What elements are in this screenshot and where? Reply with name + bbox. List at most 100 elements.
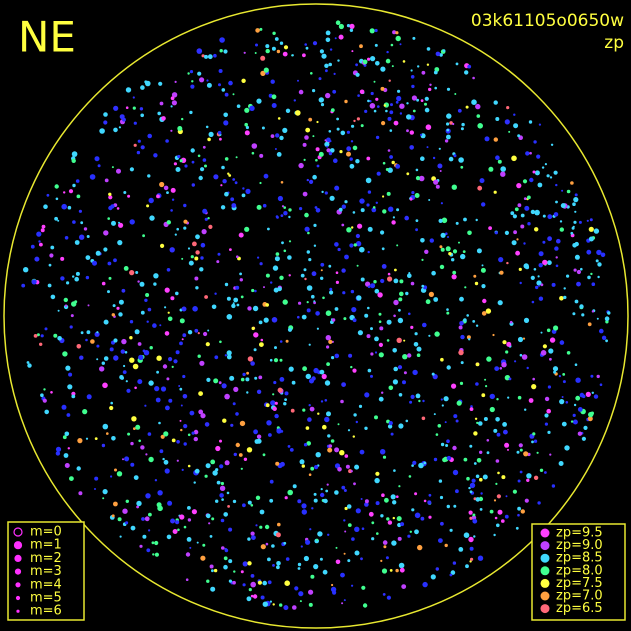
star [326, 148, 331, 153]
star [223, 556, 228, 561]
star [460, 253, 466, 260]
star [344, 254, 349, 260]
star [312, 89, 316, 93]
star [597, 275, 600, 279]
star [524, 205, 530, 211]
star [331, 318, 336, 322]
star [187, 518, 192, 522]
star [420, 156, 425, 161]
star [409, 400, 413, 404]
star [138, 354, 144, 361]
star [403, 371, 407, 375]
star [453, 414, 458, 419]
star [359, 44, 363, 49]
star [329, 195, 335, 201]
star [441, 404, 444, 407]
star [111, 220, 116, 226]
star [383, 545, 387, 549]
star [276, 216, 279, 219]
star [335, 546, 338, 549]
star [279, 358, 283, 362]
star [468, 338, 471, 341]
star [424, 249, 429, 254]
star [532, 432, 536, 436]
star [533, 439, 538, 443]
star [595, 259, 599, 263]
star [126, 388, 131, 393]
star [493, 100, 498, 105]
star [228, 559, 233, 564]
star [312, 174, 317, 180]
star [497, 471, 500, 475]
star [474, 281, 479, 286]
star [308, 473, 312, 477]
star [412, 36, 416, 40]
star [552, 366, 559, 372]
star [43, 204, 48, 209]
star [488, 166, 494, 172]
star [382, 209, 387, 214]
star [276, 561, 281, 566]
star [403, 339, 406, 342]
star [591, 310, 595, 313]
star [285, 339, 289, 343]
star [522, 337, 526, 340]
star [330, 108, 335, 112]
star [489, 406, 495, 413]
star [71, 394, 76, 399]
star [472, 320, 476, 323]
star [246, 371, 250, 375]
star [302, 142, 307, 147]
star [218, 83, 221, 87]
star [405, 419, 409, 423]
star [541, 166, 545, 169]
star [267, 227, 270, 231]
star [179, 387, 183, 391]
star [282, 127, 288, 133]
star [86, 235, 90, 238]
star [230, 423, 234, 427]
star [113, 258, 117, 263]
star [252, 305, 259, 312]
star [145, 293, 150, 297]
magnitude-marker [15, 582, 21, 588]
star [460, 361, 464, 365]
star [240, 570, 244, 574]
star [250, 581, 256, 588]
star [146, 548, 151, 553]
star [574, 210, 577, 213]
star [508, 377, 512, 381]
star [561, 189, 564, 192]
star [415, 228, 418, 232]
star [531, 384, 537, 390]
star [322, 569, 328, 575]
star [61, 404, 67, 410]
star [276, 565, 280, 570]
star [357, 330, 363, 336]
star [256, 434, 262, 439]
star [504, 119, 510, 125]
star [228, 527, 233, 532]
star [282, 51, 288, 57]
star [255, 524, 258, 527]
star [63, 297, 68, 303]
star [433, 179, 439, 185]
star [456, 400, 462, 406]
star [396, 495, 399, 499]
star [449, 528, 453, 532]
star [282, 299, 288, 305]
star [352, 368, 357, 373]
star [251, 326, 255, 331]
star [566, 189, 571, 194]
star [263, 317, 269, 323]
star [411, 464, 414, 467]
star [393, 314, 396, 318]
star [325, 335, 331, 341]
star [193, 429, 199, 435]
star [409, 197, 413, 201]
star [329, 48, 333, 51]
star [517, 203, 522, 208]
star [121, 288, 126, 293]
star [183, 525, 187, 529]
star [329, 140, 332, 143]
